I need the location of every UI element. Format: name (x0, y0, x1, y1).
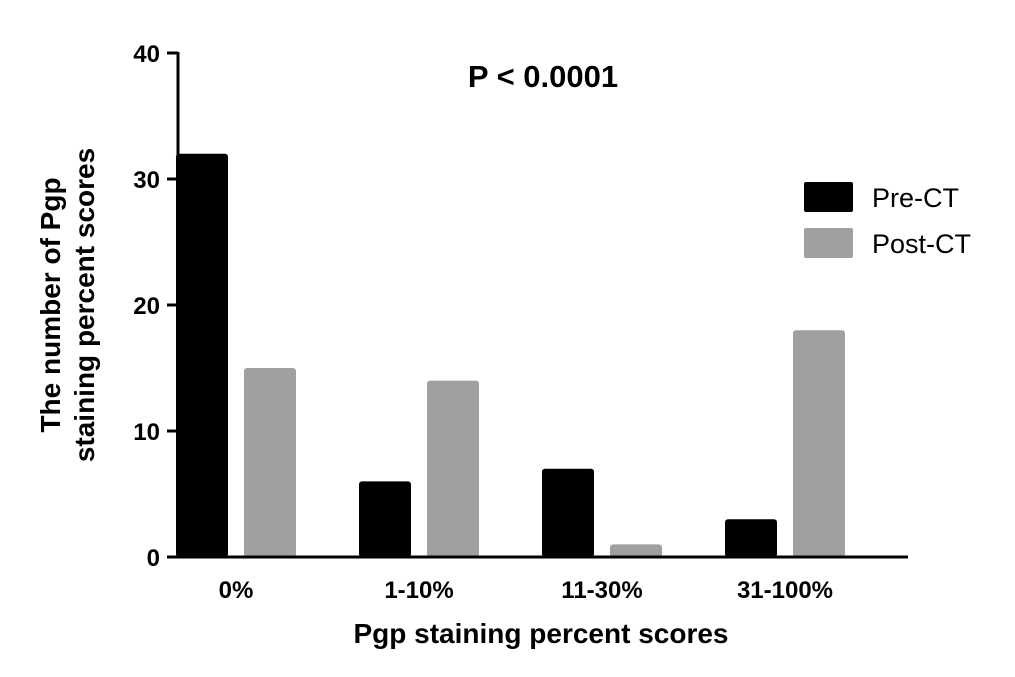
legend-label-pre-ct: Pre-CT (872, 183, 959, 213)
bar-post-ct-31-100pct (793, 330, 845, 557)
y-axis-title-line-1: The number of Pgp (35, 177, 66, 432)
bar-pre-ct-0pct (176, 153, 228, 558)
y-tick-label-10: 10 (133, 419, 160, 446)
legend-label-post-ct: Post-CT (872, 229, 971, 259)
x-tick-label-11-30pct: 11-30% (561, 577, 642, 604)
y-tick-label-30: 30 (133, 167, 160, 194)
bar-pre-ct-11-30pct (542, 468, 594, 557)
x-tick-label-1-10pct: 1-10% (384, 577, 453, 604)
bar-pre-ct-1-10pct (359, 481, 411, 557)
x-tick-label-31-100pct: 31-100% (737, 577, 833, 604)
legend-swatch-post-ct (804, 228, 853, 258)
chart-title: P < 0.0001 (468, 59, 618, 94)
bar-post-ct-11-30pct (610, 544, 662, 557)
y-tick-label-40: 40 (133, 41, 160, 68)
y-tick-label-20: 20 (133, 293, 160, 320)
legend: Pre-CT Post-CT (804, 182, 971, 259)
bar-post-ct-0pct (244, 368, 296, 557)
bar-post-ct-1-10pct (427, 380, 479, 557)
y-tick-label-0: 0 (147, 545, 160, 572)
axes-layer: 0 10 20 30 40 0% 1-10% 11-30% 31-100% (133, 41, 908, 604)
bar-pre-ct-31-100pct (725, 519, 777, 557)
bars-layer (176, 153, 845, 558)
x-tick-label-0pct: 0% (219, 577, 254, 604)
y-axis-title: The number of Pgp staining percent score… (35, 148, 100, 462)
x-axis-title: Pgp staining percent scores (354, 618, 729, 649)
legend-swatch-pre-ct (804, 182, 853, 212)
y-axis-title-line-2: staining percent scores (69, 148, 100, 462)
